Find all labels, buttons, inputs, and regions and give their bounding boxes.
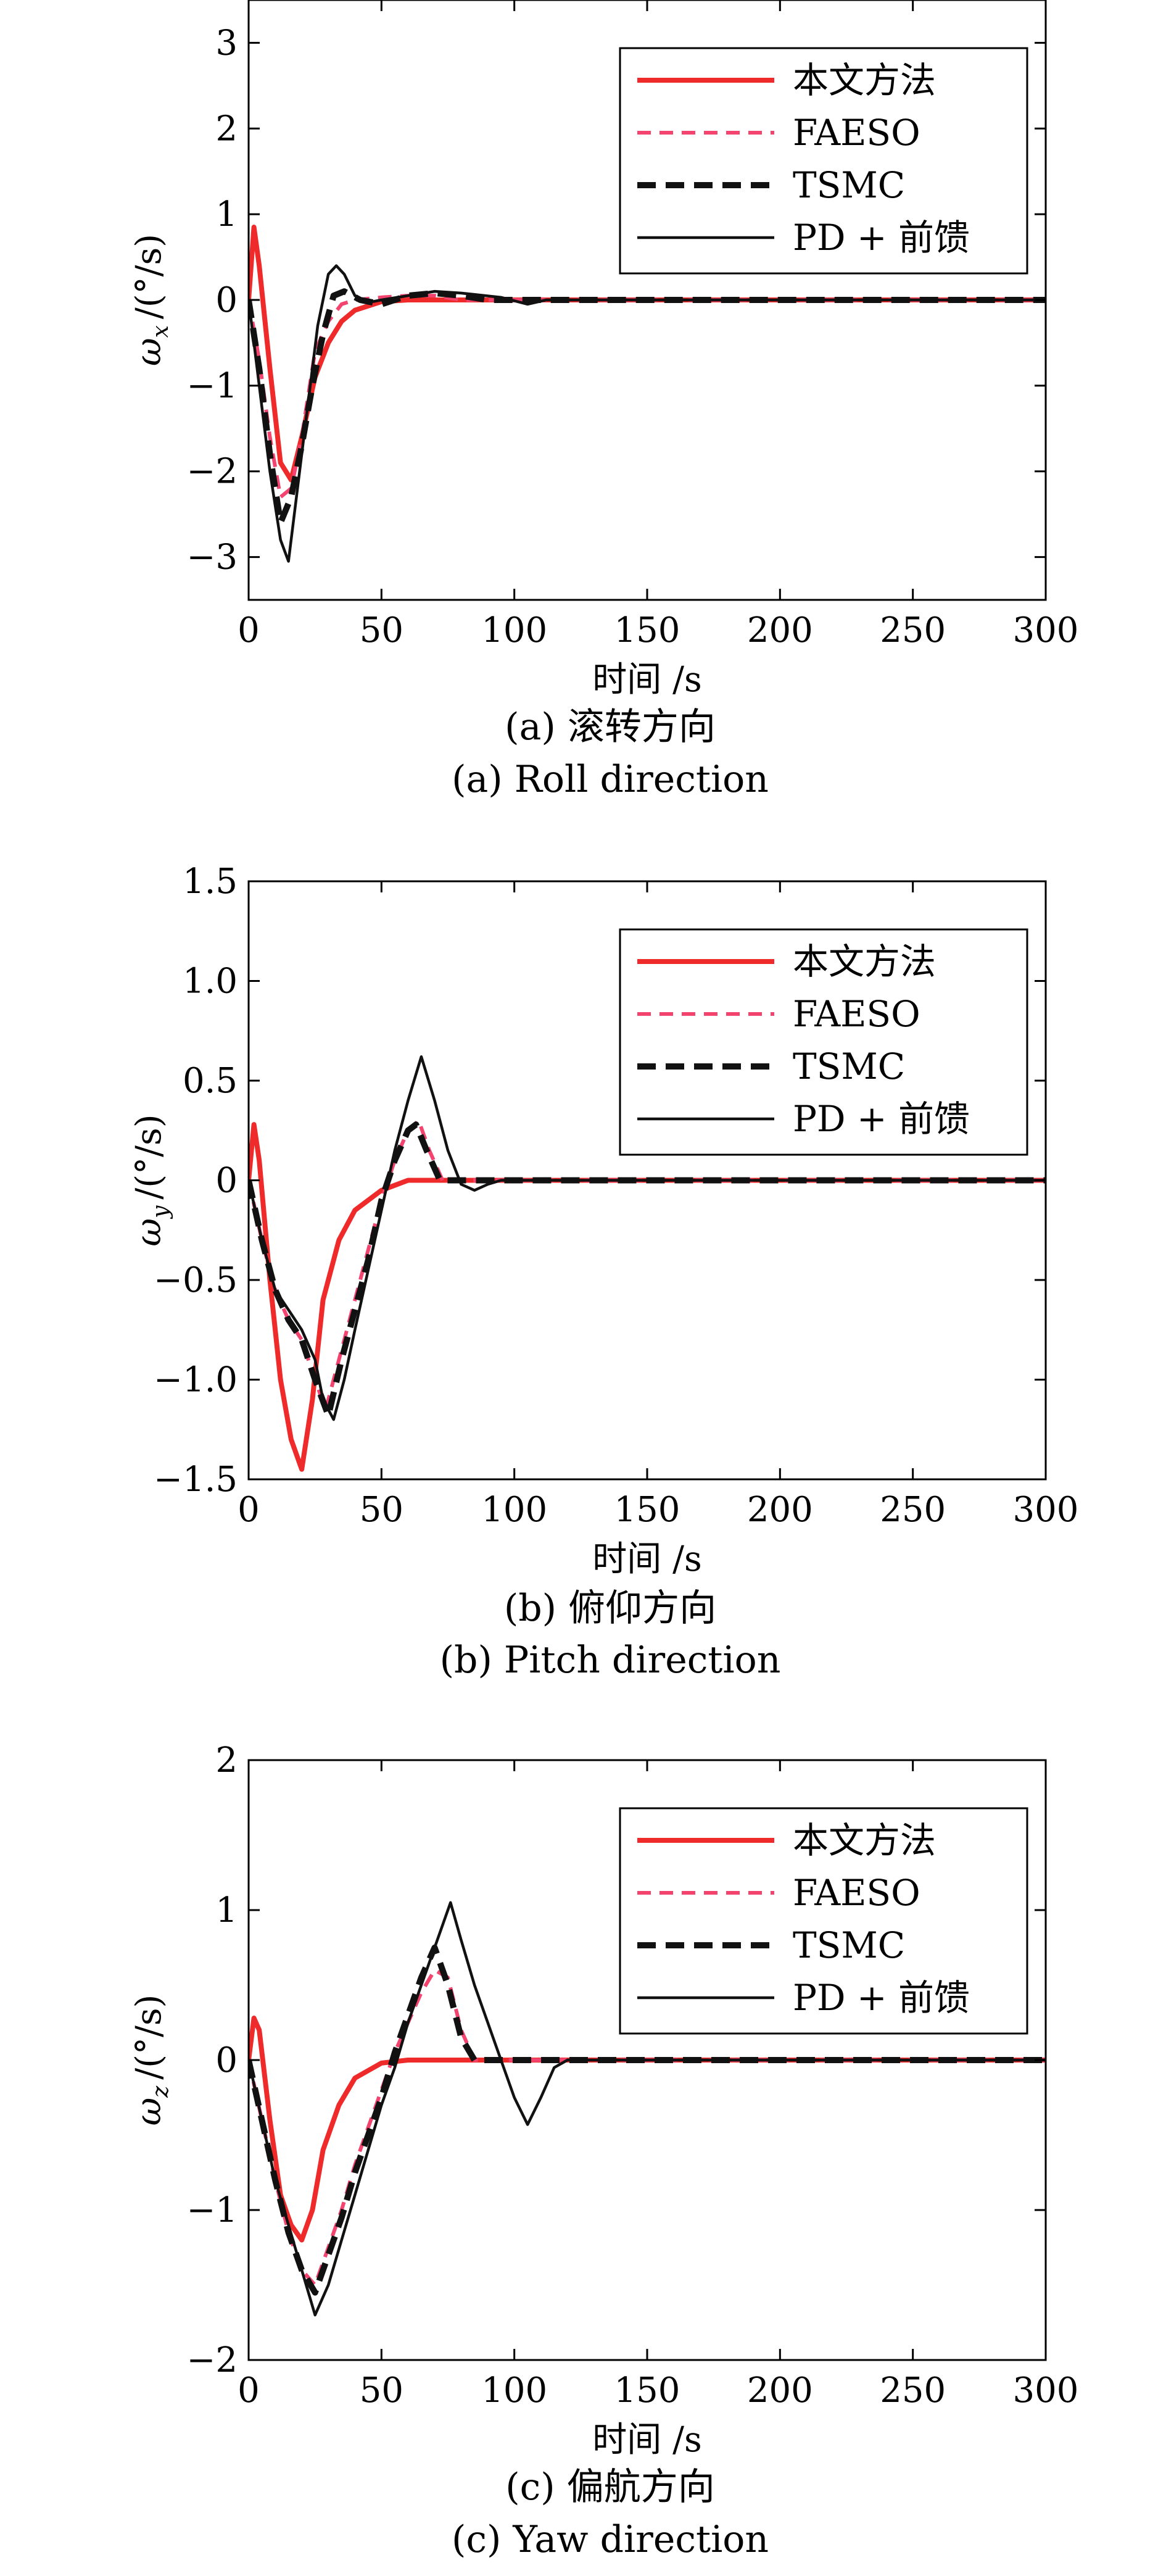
x-tick-label: 100: [481, 2370, 547, 2411]
x-tick-label: 200: [747, 2370, 813, 2411]
series-group: [249, 1055, 1046, 1472]
y-tick-label: −3: [186, 538, 238, 578]
legend-label-3: TSMC: [793, 1045, 905, 1087]
caption-chinese: (b) 俯仰方向: [504, 1587, 716, 1630]
legend-label-4: PD + 前馈: [793, 217, 970, 259]
y-tick-label: 2: [215, 1740, 238, 1780]
legend-label-1: 本文方法: [793, 59, 936, 101]
legend-label-1: 本文方法: [793, 1819, 936, 1861]
legend-box: [619, 1807, 1028, 2035]
series-line-3: [249, 288, 1046, 526]
x-tick-label: 50: [360, 1490, 403, 1530]
y-axis-label: ωy /(°/s): [129, 1114, 173, 1246]
x-axis-label: 时间 /s: [592, 2420, 701, 2460]
y-axis-unit: /(°/s): [129, 234, 169, 319]
x-tick-label: 200: [747, 1490, 813, 1530]
y-tick-label: 3: [215, 23, 238, 63]
legend-box: [619, 47, 1028, 275]
series-line-1: [249, 2016, 1046, 2243]
y-axis-subscript: z: [148, 2085, 173, 2098]
series-line-1: [249, 225, 1046, 483]
x-tick-label: 50: [360, 610, 403, 650]
y-axis-symbol: ω: [129, 1218, 169, 1247]
series-line-1: [249, 1122, 1046, 1472]
chart-panel-1: 0 50 100 150 200 250 300 3 2 1 0 −1 −2 −3 时间 /s ωx /(°/s…: [129, 0, 1078, 801]
y-axis-label: ωx /(°/s): [129, 234, 173, 366]
legend-label-4: PD + 前馈: [793, 1098, 970, 1140]
y-tick-label: 1: [215, 194, 238, 235]
chart-panel-2: 0 50 100 150 200 250 300 1.5 1.0 0.5 0 −0.5 −1.0 −1.5…: [129, 862, 1078, 1682]
x-tick-label: 250: [880, 1490, 946, 1530]
y-tick-label: −1: [186, 366, 238, 406]
series-line-2: [249, 1118, 1046, 1411]
series-line-4: [249, 1055, 1046, 1421]
y-tick-label: 0: [215, 280, 238, 320]
caption-chinese: (c) 偏航方向: [505, 2466, 715, 2509]
series-line-2: [249, 294, 1046, 499]
x-axis-label: 时间 /s: [592, 1539, 701, 1579]
x-tick-label: 100: [481, 1490, 547, 1530]
legend-label-2: FAESO: [793, 112, 920, 154]
caption-english: (b) Pitch direction: [440, 1639, 781, 1682]
x-tick-label: 0: [238, 610, 260, 650]
caption-english: (a) Roll direction: [452, 758, 769, 801]
caption-english: (c) Yaw direction: [452, 2518, 769, 2561]
legend-label-2: FAESO: [793, 1872, 920, 1914]
legend-label-3: TSMC: [793, 164, 905, 206]
y-tick-label: 1.0: [183, 962, 238, 1002]
y-tick-label: 1.5: [183, 862, 238, 902]
series-line-3: [249, 1944, 1046, 2296]
x-tick-label: 50: [360, 2370, 403, 2411]
x-tick-label: 150: [614, 1490, 680, 1530]
x-tick-label: 0: [238, 2370, 260, 2411]
x-tick-label: 300: [1013, 610, 1079, 650]
y-tick-label: 0: [215, 1161, 238, 1201]
x-tick-label: 150: [614, 610, 680, 650]
y-tick-label: −0.5: [154, 1260, 238, 1300]
y-tick-label: −1.5: [154, 1460, 238, 1500]
y-axis-symbol: ω: [129, 2098, 169, 2126]
x-axis-label: 时间 /s: [592, 660, 701, 700]
series-group: [249, 225, 1046, 563]
y-tick-label: −1.0: [154, 1360, 238, 1400]
chart-panel-3: 0 50 100 150 200 250 300 2 1 0 −1 −2 时间 /s ωz /(°/s) 本文…: [129, 1740, 1078, 2561]
x-tick-label: 200: [747, 610, 813, 650]
y-tick-label: −2: [186, 2340, 238, 2380]
legend-label-1: 本文方法: [793, 941, 936, 983]
x-tick-label: 100: [481, 610, 547, 650]
legend-label-2: FAESO: [793, 993, 920, 1035]
y-axis-subscript: y: [148, 1205, 173, 1219]
y-tick-label: −1: [186, 2190, 238, 2230]
legend-label-4: PD + 前馈: [793, 1977, 970, 2019]
x-tick-label: 250: [880, 2370, 946, 2411]
series-group: [249, 1901, 1046, 2317]
x-tick-label: 300: [1013, 1490, 1079, 1530]
y-tick-label: 1: [215, 1890, 238, 1930]
y-axis-symbol: ω: [129, 338, 169, 366]
y-axis-unit: /(°/s): [129, 1995, 169, 2080]
legend-box: [619, 928, 1028, 1156]
y-tick-label: 0.5: [183, 1061, 238, 1101]
legend-label-3: TSMC: [793, 1924, 905, 1966]
caption-chinese: (a) 滚转方向: [505, 705, 716, 749]
series-line-4: [249, 264, 1046, 563]
x-tick-label: 0: [238, 1490, 260, 1530]
y-tick-label: 0: [215, 2040, 238, 2080]
x-tick-label: 150: [614, 2370, 680, 2411]
series-line-3: [249, 1121, 1046, 1419]
y-axis-label: ωz /(°/s): [129, 1995, 173, 2126]
y-tick-label: −2: [186, 452, 238, 492]
series-line-4: [249, 1901, 1046, 2317]
x-tick-label: 250: [880, 610, 946, 650]
x-tick-label: 300: [1013, 2370, 1079, 2411]
y-tick-label: 2: [215, 109, 238, 149]
y-axis-subscript: x: [148, 325, 173, 338]
y-axis-unit: /(°/s): [129, 1114, 169, 1199]
